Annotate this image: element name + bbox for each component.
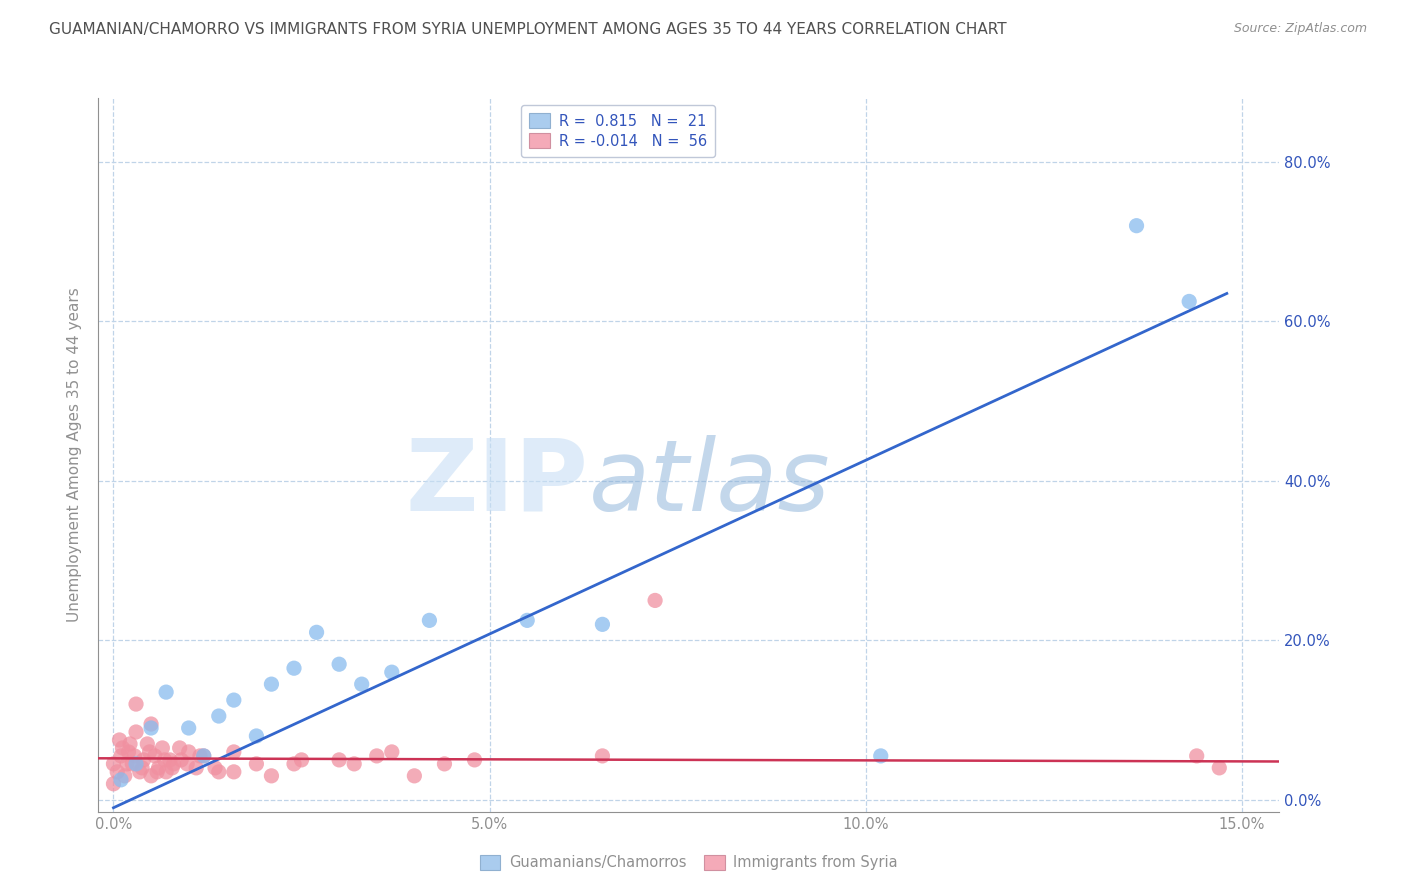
Point bbox=[464, 753, 486, 767]
Point bbox=[177, 745, 200, 759]
Point bbox=[366, 748, 388, 763]
Point bbox=[208, 709, 231, 723]
Point bbox=[118, 737, 141, 751]
Point bbox=[163, 756, 186, 771]
Point bbox=[155, 685, 177, 699]
Point bbox=[328, 753, 350, 767]
Point bbox=[160, 761, 183, 775]
Point bbox=[121, 756, 143, 771]
Point bbox=[114, 769, 136, 783]
Point bbox=[115, 756, 138, 771]
Point bbox=[153, 753, 176, 767]
Text: Source: ZipAtlas.com: Source: ZipAtlas.com bbox=[1233, 22, 1367, 36]
Point bbox=[170, 753, 193, 767]
Point bbox=[283, 756, 305, 771]
Point bbox=[138, 745, 160, 759]
Point bbox=[125, 756, 148, 771]
Point bbox=[404, 769, 426, 783]
Point bbox=[108, 733, 131, 747]
Point bbox=[177, 721, 200, 735]
Point bbox=[188, 748, 211, 763]
Point bbox=[1178, 294, 1201, 309]
Point bbox=[245, 756, 267, 771]
Point bbox=[103, 756, 125, 771]
Point bbox=[124, 748, 146, 763]
Point bbox=[110, 772, 132, 787]
Legend: Guamanians/Chamorros, Immigrants from Syria: Guamanians/Chamorros, Immigrants from Sy… bbox=[474, 848, 904, 876]
Point bbox=[150, 740, 173, 755]
Point bbox=[290, 753, 312, 767]
Point bbox=[644, 593, 666, 607]
Point bbox=[245, 729, 267, 743]
Point bbox=[103, 777, 125, 791]
Point bbox=[128, 764, 150, 779]
Point bbox=[591, 617, 613, 632]
Point bbox=[139, 769, 162, 783]
Point bbox=[222, 745, 245, 759]
Point bbox=[111, 740, 134, 755]
Point bbox=[1185, 748, 1208, 763]
Point bbox=[222, 693, 245, 707]
Point bbox=[328, 657, 350, 672]
Point bbox=[283, 661, 305, 675]
Point bbox=[193, 748, 215, 763]
Point bbox=[260, 769, 283, 783]
Point bbox=[591, 748, 613, 763]
Y-axis label: Unemployment Among Ages 35 to 44 years: Unemployment Among Ages 35 to 44 years bbox=[67, 287, 83, 623]
Point bbox=[186, 761, 208, 775]
Text: GUAMANIAN/CHAMORRO VS IMMIGRANTS FROM SYRIA UNEMPLOYMENT AMONG AGES 35 TO 44 YEA: GUAMANIAN/CHAMORRO VS IMMIGRANTS FROM SY… bbox=[49, 22, 1007, 37]
Text: ZIP: ZIP bbox=[406, 435, 589, 532]
Point bbox=[131, 761, 153, 775]
Point bbox=[105, 764, 128, 779]
Point bbox=[343, 756, 366, 771]
Point bbox=[132, 753, 155, 767]
Point bbox=[176, 756, 198, 771]
Point bbox=[305, 625, 328, 640]
Point bbox=[1208, 761, 1230, 775]
Point bbox=[139, 721, 162, 735]
Point bbox=[222, 764, 245, 779]
Point bbox=[204, 761, 226, 775]
Point bbox=[350, 677, 373, 691]
Point bbox=[208, 764, 231, 779]
Point bbox=[869, 748, 891, 763]
Point bbox=[381, 745, 404, 759]
Point bbox=[193, 748, 215, 763]
Point bbox=[155, 764, 177, 779]
Point bbox=[433, 756, 456, 771]
Point bbox=[418, 613, 440, 627]
Text: atlas: atlas bbox=[589, 435, 830, 532]
Point bbox=[169, 740, 191, 755]
Point bbox=[136, 737, 159, 751]
Point bbox=[110, 748, 132, 763]
Point bbox=[516, 613, 538, 627]
Point bbox=[381, 665, 404, 680]
Point bbox=[146, 764, 169, 779]
Point bbox=[148, 761, 170, 775]
Point bbox=[1125, 219, 1147, 233]
Point bbox=[139, 717, 162, 731]
Point bbox=[117, 745, 139, 759]
Point bbox=[125, 697, 148, 711]
Point bbox=[260, 677, 283, 691]
Point bbox=[125, 725, 148, 739]
Point bbox=[143, 748, 166, 763]
Point bbox=[159, 753, 181, 767]
